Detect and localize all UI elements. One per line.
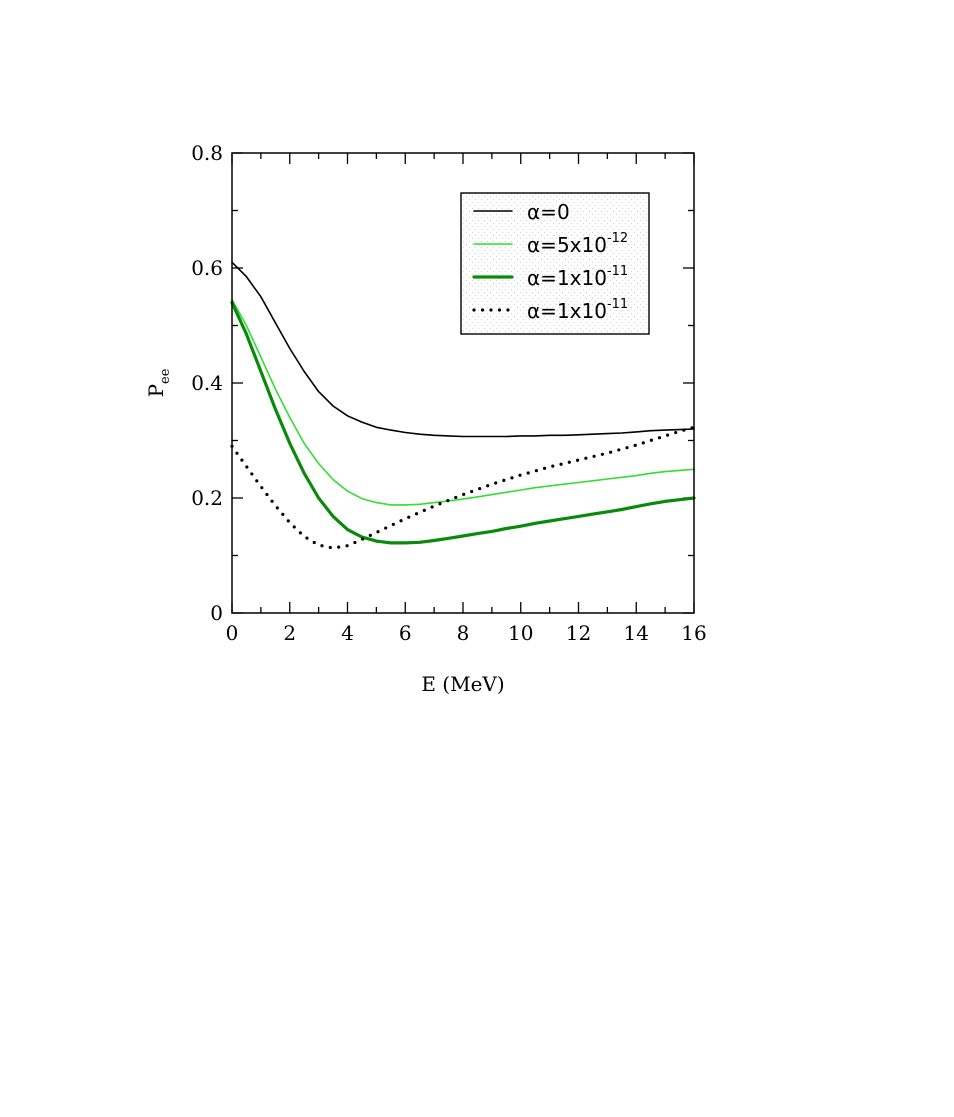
- series-line-1: [231, 261, 695, 438]
- y-tick-label: 0.6: [191, 256, 223, 280]
- x-tick-label: 6: [399, 621, 412, 645]
- series-line-4: [230, 425, 696, 550]
- plot-series: [230, 261, 696, 550]
- y-tick-label: 0.2: [191, 486, 223, 510]
- legend-label: α=1x10-11: [527, 264, 628, 290]
- axis-ticks: [231, 152, 695, 614]
- y-tick-label: 0.8: [191, 141, 223, 165]
- tick-labels: 0 2 4 6 8 10 12 14 16 0 0.2 0.4 0.6 0.8: [191, 141, 707, 645]
- legend-label: α=5x10-12: [527, 231, 628, 257]
- x-tick-label: 8: [457, 621, 470, 645]
- x-tick-label: 14: [624, 621, 649, 645]
- legend: α=0 α=5x10-12 α=1x10-11 α=1x10-11: [460, 192, 650, 335]
- x-tick-label: 0: [226, 621, 239, 645]
- y-tick-label: 0.4: [191, 371, 223, 395]
- legend-label: α=0: [527, 200, 570, 224]
- y-tick-label: 0: [210, 601, 223, 625]
- y-axis-title-sub: ee: [158, 368, 173, 384]
- x-tick-label: 16: [681, 621, 706, 645]
- y-axis-title-main: P: [144, 384, 168, 397]
- y-axis-title: Pee: [144, 368, 173, 397]
- x-tick-label: 10: [508, 621, 533, 645]
- series-line-2: [231, 298, 695, 506]
- x-axis-title: E (MeV): [421, 672, 504, 696]
- x-tick-label: 2: [283, 621, 296, 645]
- plot-frame: [231, 152, 695, 614]
- x-tick-label: 4: [341, 621, 354, 645]
- series-line-3: [230, 300, 696, 545]
- legend-label: α=1x10-11: [527, 297, 628, 323]
- x-tick-label: 12: [566, 621, 591, 645]
